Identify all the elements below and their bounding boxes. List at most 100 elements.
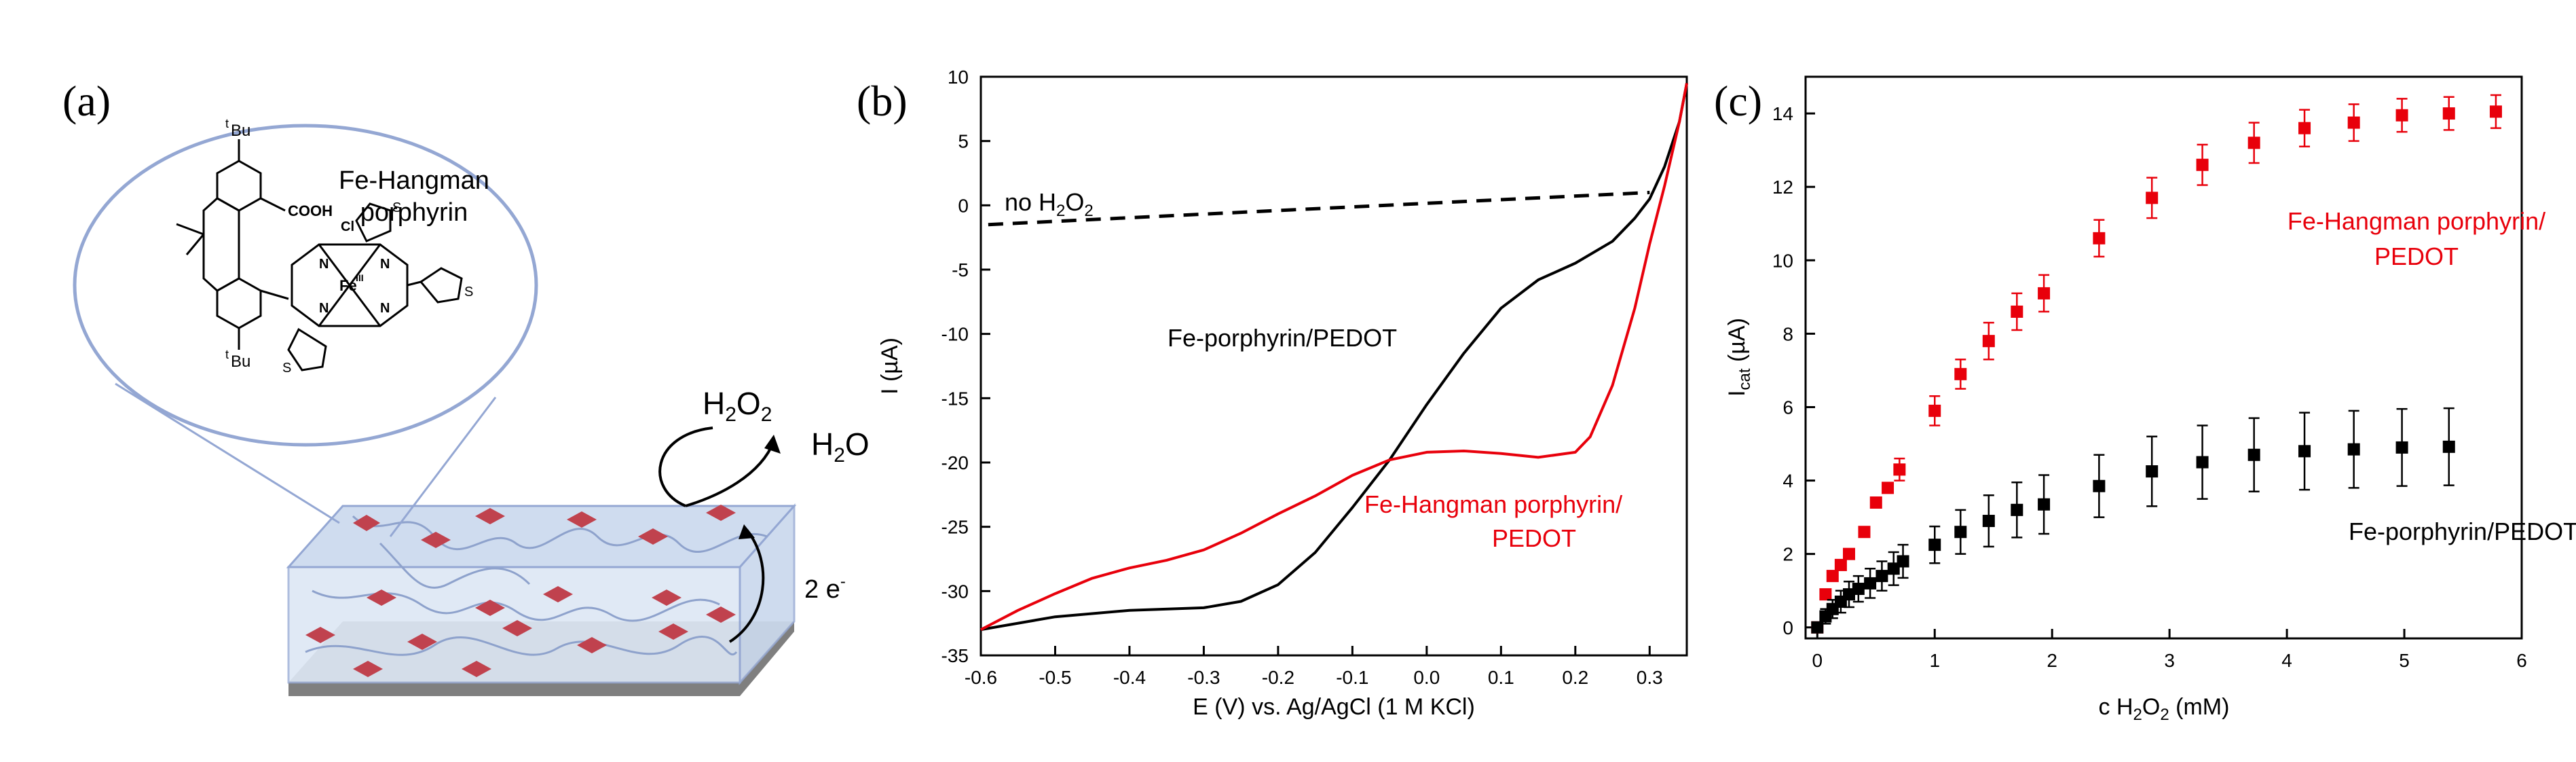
- y-tick-label: 4: [1782, 471, 1793, 492]
- bubble-title-line1: Fe-Hangman: [339, 166, 489, 195]
- data-point-series-0: [2395, 109, 2408, 122]
- series-lines-b: [980, 83, 1688, 632]
- data-point-series-0: [1928, 404, 1941, 417]
- data-point-series-1: [2442, 440, 2455, 453]
- series-points-c: [1811, 94, 2502, 634]
- x-tick-label: 0.2: [1562, 667, 1588, 688]
- n-label: N: [319, 257, 329, 272]
- data-point-series-0: [2011, 305, 2023, 318]
- panel-a-label: (a): [62, 77, 111, 125]
- reaction-arrow-out: [685, 441, 775, 507]
- reaction-arrow-in: [658, 427, 713, 507]
- bond-methyl: [176, 223, 204, 236]
- y-tick-label: 0: [958, 195, 969, 216]
- zoom-guide-line: [115, 382, 340, 524]
- porphyrin-square: [543, 586, 573, 602]
- thiophene-ring: [355, 202, 392, 242]
- data-point-series-1: [2093, 479, 2106, 492]
- polymer-chain: [379, 542, 531, 589]
- data-point-series-1: [1982, 515, 1995, 528]
- data-point-series-0: [1982, 335, 1995, 348]
- x-tick-label: 0.3: [1637, 667, 1663, 688]
- data-point-series-0: [2038, 287, 2051, 300]
- data-point-series-0: [2489, 105, 2502, 118]
- panel-b-label: (b): [857, 77, 908, 125]
- data-point-series-0: [1834, 558, 1847, 571]
- series-label-fe-porphyrin-c: Fe-porphyrin/PEDOT: [2349, 518, 2576, 545]
- panel-a-schematic: (a): [62, 77, 870, 696]
- y-tick-label: 12: [1772, 177, 1793, 198]
- substrate-edge: [288, 621, 794, 696]
- data-point-series-0: [1882, 482, 1894, 494]
- zoom-guide-line: [389, 397, 497, 537]
- x-tick-label: 1: [1929, 650, 1940, 671]
- product-h2o: H2O: [811, 427, 870, 467]
- porphyrin-bond: [318, 244, 381, 327]
- x-tick-label: -0.5: [1039, 667, 1071, 688]
- data-point-series-1: [2146, 465, 2159, 478]
- polymer-chain: [305, 635, 738, 656]
- porphyrin-square: [638, 528, 668, 545]
- thiophene-ring: [419, 267, 463, 304]
- y-tick-label: 8: [1782, 323, 1793, 344]
- porphyrin-square: [421, 532, 451, 548]
- data-point-series-1: [2347, 443, 2360, 456]
- series-label-hangman-c-line2: PEDOT: [2374, 242, 2459, 270]
- data-point-series-1: [1852, 583, 1865, 596]
- film-right-face: [739, 503, 796, 685]
- data-point-series-0: [1826, 570, 1839, 583]
- arrowhead: [739, 524, 755, 539]
- data-point-series-0: [2298, 122, 2311, 134]
- data-point-series-1: [2011, 503, 2023, 516]
- fe-oxidation-label: III: [356, 272, 364, 283]
- porphyrin-square: [502, 620, 532, 636]
- n-label: N: [380, 301, 390, 316]
- porphyrin-square: [652, 589, 682, 606]
- bubble-title-line2: porphyrin: [360, 198, 468, 227]
- porphyrin-square: [407, 634, 437, 650]
- tbu-top-sup: t: [225, 117, 229, 130]
- data-point-series-1: [1875, 570, 1888, 583]
- data-point-series-1: [1842, 588, 1855, 601]
- data-point-series-1: [1928, 539, 1941, 551]
- electron-label: 2 e-: [804, 573, 846, 604]
- fe-label: Fe: [339, 277, 357, 294]
- data-point-series-0: [1869, 496, 1882, 509]
- y-tick-label: -20: [941, 452, 969, 473]
- y-tick-label: -5: [952, 259, 969, 280]
- y-axis-title-b: I (µA): [877, 338, 903, 395]
- cl-label: Cl: [341, 219, 354, 234]
- porphyrin-square: [353, 515, 380, 531]
- data-point-series-1: [2298, 445, 2311, 458]
- x-tick-label: -0.3: [1187, 667, 1220, 688]
- x-tick-label: 2: [2047, 650, 2057, 671]
- bond-thiophene: [407, 280, 422, 287]
- x-tick-label: 4: [2281, 650, 2292, 671]
- bond-methyl: [185, 234, 205, 255]
- porphyrin-square: [706, 505, 736, 521]
- data-point-series-0: [2093, 232, 2106, 244]
- y-tick-label: 0: [1782, 617, 1793, 638]
- data-point-series-0: [1893, 463, 1906, 476]
- x-tick-label: 6: [2516, 650, 2527, 671]
- x-tick-label: -0.4: [1113, 667, 1146, 688]
- panel-c-label: (c): [1714, 77, 1762, 125]
- y-tick-label: -15: [941, 388, 969, 409]
- series-line-0: [988, 190, 1650, 227]
- y-tick-label: -10: [941, 324, 969, 345]
- y-axis-title-c: Icat (µA): [1724, 318, 1754, 397]
- plot-frame-b: [979, 75, 1688, 657]
- y-tick-label: 14: [1772, 103, 1793, 124]
- xanthene-ring-center: [202, 197, 240, 292]
- x-axis-title-c: c H2O2 (mM): [2099, 694, 2230, 724]
- data-point-series-0: [2196, 158, 2209, 171]
- x-axis-title-b: E (V) vs. Ag/AgCl (1 M KCl): [1193, 694, 1475, 720]
- bond-linker: [260, 289, 289, 300]
- x-tick-label: -0.6: [965, 667, 997, 688]
- bond-cooh: [260, 197, 286, 212]
- porphyrin-square: [577, 637, 607, 653]
- y-tick-label: -25: [941, 517, 969, 538]
- s-label: S: [392, 200, 401, 215]
- data-point-series-1: [1954, 526, 1967, 539]
